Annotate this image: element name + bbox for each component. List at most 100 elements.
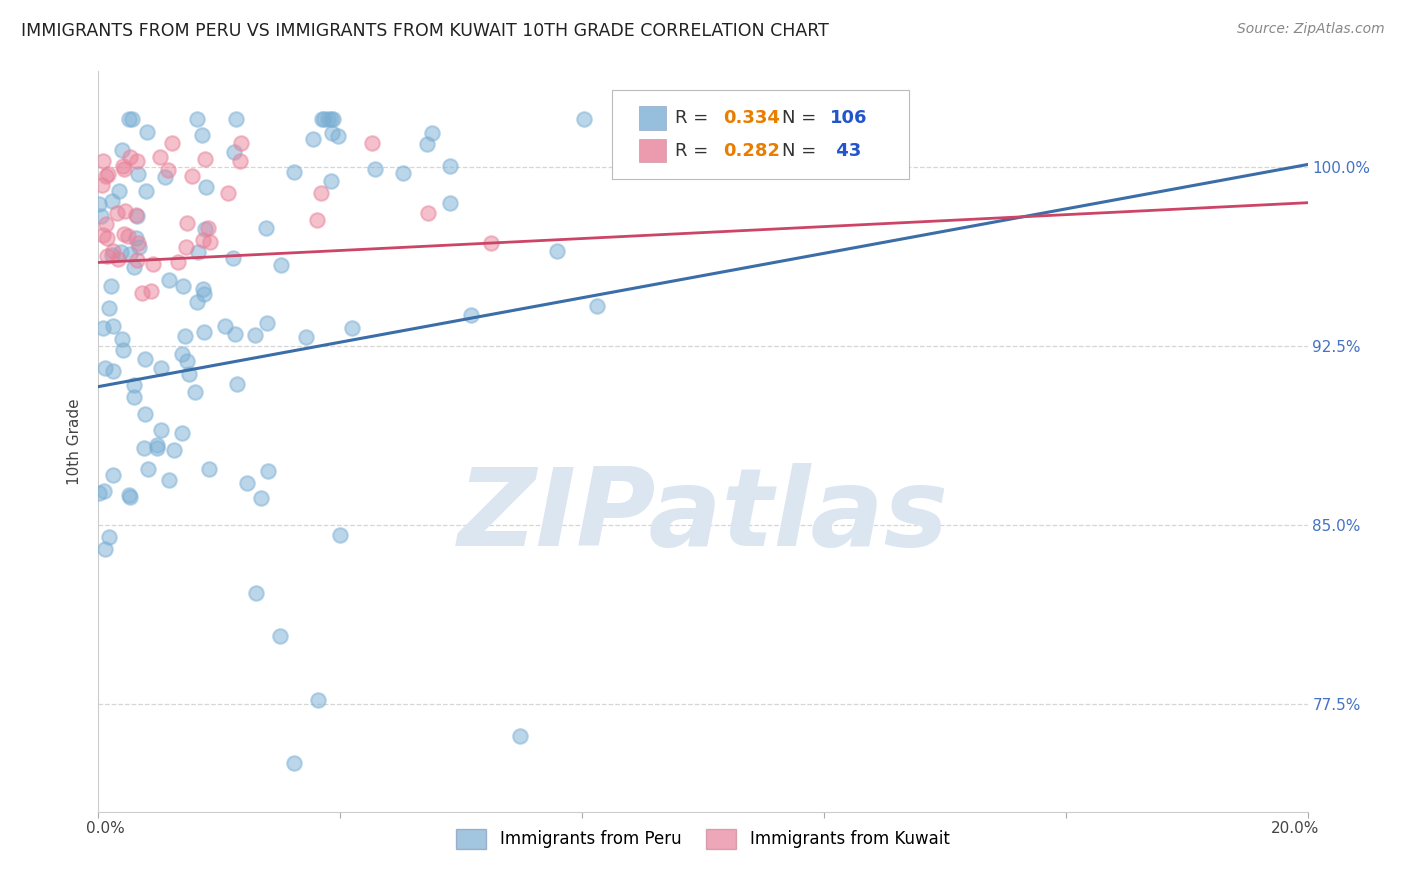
Point <box>194 153 217 167</box>
Point <box>283 756 305 770</box>
Point <box>176 354 198 368</box>
Point <box>157 273 180 287</box>
Point <box>145 441 167 455</box>
Point <box>101 244 124 258</box>
Point <box>322 112 344 127</box>
Point <box>136 462 159 476</box>
Point <box>416 136 439 151</box>
Text: N =: N = <box>782 109 821 127</box>
Point <box>439 160 461 174</box>
Point <box>149 150 172 164</box>
Point <box>326 128 349 143</box>
Point <box>105 206 128 220</box>
Point <box>197 220 219 235</box>
Point <box>127 209 149 223</box>
Point <box>283 165 305 179</box>
Point <box>311 112 333 127</box>
Point <box>198 235 221 250</box>
Point <box>420 126 443 140</box>
Point <box>98 301 121 315</box>
Point <box>214 318 236 333</box>
Point <box>229 153 252 168</box>
Point <box>193 287 215 301</box>
Point <box>312 112 335 127</box>
Point <box>94 542 117 557</box>
Point <box>224 326 246 341</box>
Point <box>245 585 267 599</box>
Point <box>141 284 163 298</box>
Text: 43: 43 <box>830 142 862 160</box>
Point <box>173 329 195 343</box>
Point <box>193 233 215 247</box>
Point <box>166 255 188 269</box>
Point <box>250 491 273 505</box>
Point <box>120 150 142 164</box>
Point <box>295 330 318 344</box>
Point <box>243 328 266 343</box>
Point <box>103 318 125 333</box>
Point <box>150 361 173 376</box>
Point <box>257 464 280 478</box>
Point <box>112 227 135 242</box>
Point <box>125 208 148 222</box>
Point <box>170 425 193 440</box>
Point <box>254 220 277 235</box>
Point <box>125 154 148 169</box>
Point <box>125 253 148 268</box>
Point <box>180 169 202 183</box>
Point <box>163 443 186 458</box>
Point <box>364 161 387 176</box>
Point <box>103 467 125 482</box>
Point <box>111 333 134 347</box>
Point <box>222 251 245 265</box>
Point <box>481 235 503 250</box>
Point <box>709 112 731 127</box>
Point <box>226 377 249 392</box>
Point <box>96 249 118 263</box>
Text: 0.282: 0.282 <box>724 142 780 160</box>
Point <box>91 321 114 335</box>
Point <box>194 180 217 194</box>
Point <box>112 161 135 176</box>
Point <box>392 166 415 180</box>
Point <box>269 629 291 643</box>
Point <box>135 184 157 198</box>
Point <box>114 203 136 218</box>
Point <box>801 115 824 129</box>
Point <box>198 462 221 476</box>
Point <box>225 112 247 127</box>
Bar <box>638 106 665 130</box>
Legend: Immigrants from Peru, Immigrants from Kuwait: Immigrants from Peru, Immigrants from Ku… <box>450 822 956 855</box>
Point <box>172 279 194 293</box>
Point <box>231 136 253 150</box>
Point <box>145 438 167 452</box>
Point <box>131 286 153 301</box>
Point <box>101 248 124 262</box>
Point <box>135 125 157 139</box>
Point <box>120 490 142 504</box>
Text: R =: R = <box>675 109 714 127</box>
Point <box>361 136 384 150</box>
Point <box>156 162 179 177</box>
Point <box>120 247 142 261</box>
Text: R =: R = <box>675 142 714 160</box>
Y-axis label: 10th Grade: 10th Grade <box>67 398 83 485</box>
Point <box>96 169 118 184</box>
Point <box>155 169 177 184</box>
Point <box>142 257 165 271</box>
Point <box>124 230 146 244</box>
Point <box>91 178 114 192</box>
Point <box>121 112 143 127</box>
Point <box>319 112 342 127</box>
Point <box>111 343 134 357</box>
Point <box>118 488 141 502</box>
Point <box>122 377 145 392</box>
Bar <box>638 139 665 162</box>
Point <box>194 221 217 235</box>
Point <box>93 227 115 242</box>
Point <box>176 216 198 230</box>
Point <box>217 186 239 200</box>
Point <box>134 351 156 366</box>
Point <box>418 206 440 220</box>
Point <box>270 258 292 272</box>
